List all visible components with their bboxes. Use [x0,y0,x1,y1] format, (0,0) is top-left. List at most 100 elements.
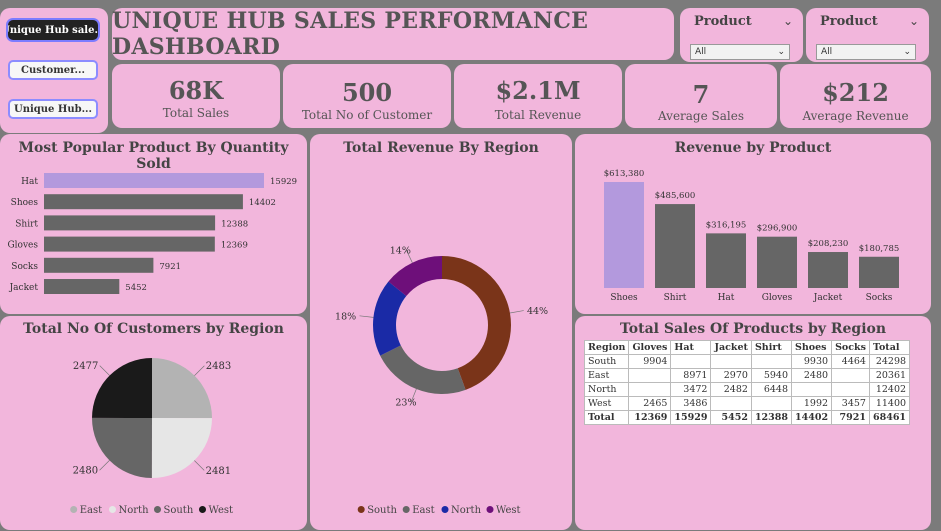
slice-label: 23% [395,398,416,409]
column-header[interactable]: Total [868,340,911,355]
table-cell: 68461 [868,410,911,425]
chart-title: Total Revenue By Region [343,140,539,156]
table-cell: North [583,382,630,397]
table-cell [628,382,672,397]
kpi-label: Total Revenue [494,108,582,122]
pie-slice-south [92,417,152,478]
donut-slice-north [373,281,407,356]
table-cell: 3472 [670,382,712,397]
bar-socks [44,257,154,273]
table-cell: 5940 [750,368,793,383]
column-header[interactable]: Region [583,340,630,355]
bar-shirt [655,204,695,288]
data-label: $296,900 [757,224,798,234]
table-cell: 7921 [831,410,870,425]
column-header[interactable]: Shirt [750,340,793,355]
column-header[interactable]: Gloves [628,340,672,355]
slice-label: 2477 [73,361,98,372]
table-cell [710,396,752,411]
slice-label: 44% [527,306,548,317]
customers-by-region-card: Total No Of Customers by Region 2483 2481… [0,316,307,530]
table-cell: 2465 [628,396,672,411]
dashboard-title-card: UNIQUE HUB SALES PERFORMANCE DASHBOARD [112,8,674,60]
table-cell: 12369 [628,410,672,425]
table-cell: South [583,354,630,369]
table-cell: 24298 [868,354,911,369]
legend-marker [154,506,161,513]
bar-shoes [44,194,243,210]
column-header[interactable]: Hat [670,340,712,355]
data-label: $208,230 [808,239,849,249]
table-cell: 6448 [750,382,793,397]
bar-shirt [44,215,216,231]
customers-pie-chart: 2483 2481 2480 2477 East North South West [70,358,233,516]
table-cell [750,354,793,369]
table-cell: Total [583,410,630,425]
data-label: 5452 [125,283,147,293]
leader-line [406,249,413,263]
legend-label: East [412,505,434,516]
kpi-label: Average Sales [657,109,745,123]
sales-matrix-table[interactable]: Region Gloves Hat Jacket Shirt Shoes Socks Tota… [583,340,911,425]
slicer-dropdown[interactable]: All ⌄ [690,44,790,60]
revenue-by-product-card: Revenue by Product $613,380 Shoes $485,600… [575,134,931,314]
product-slicer-1[interactable]: Product ⌄ All ⌄ [680,8,803,62]
kpi-total-revenue: $2.1M Total Revenue [454,64,622,128]
leader-line [359,315,374,318]
leader-line [99,365,110,376]
table-cell: 15929 [670,410,712,425]
leader-line [509,310,524,314]
table-cell: 2480 [790,368,833,383]
table-cell: 3457 [831,396,870,411]
table-cell [750,396,793,411]
table-cell: East [583,368,630,383]
kpi-total-customers: 500 Total No of Customer [283,64,451,128]
data-label: $316,195 [706,220,747,230]
table-cell: 20361 [868,368,911,383]
bar-jacket [44,279,120,294]
donut-slice-east [380,345,466,394]
table-cell: West [583,396,630,411]
slice-label: 18% [335,311,356,322]
kpi-value: 7 [692,80,710,109]
product-slicer-2[interactable]: Product ⌄ All ⌄ [806,8,929,62]
dropdown-arrow-icon: ⌄ [777,47,785,57]
legend: South East North West [357,505,521,516]
chart-title: Most Popular Product By Quantity Sold [18,140,289,172]
table-cell: 12402 [868,382,911,397]
slicer-dropdown[interactable]: All ⌄ [816,44,916,60]
bar-socks [859,256,899,288]
table-cell: 8971 [670,368,712,383]
sales-matrix-container: Region Gloves Hat Jacket Shirt Shoes Socks Tota… [583,340,911,425]
nav-button-unique-hub[interactable]: Unique Hub... [8,99,98,119]
slice-label: 2483 [206,361,231,372]
legend-marker [402,506,410,513]
data-label: $180,785 [859,244,900,254]
nav-button-sales[interactable]: Unique Hub sale... [8,20,98,40]
bar-shoes [604,182,644,288]
table-cell [710,354,752,369]
kpi-average-revenue: $212 Average Revenue [780,64,931,128]
category-label: Jacket [813,293,843,303]
sales-by-region-card: Total Sales Of Products by Region Region… [575,316,931,530]
chart-title: Revenue by Product [674,140,832,156]
chevron-down-icon[interactable]: ⌄ [908,14,919,28]
table-cell [670,354,712,369]
column-header[interactable]: Jacket [710,340,752,355]
category-label: Socks [866,293,893,303]
chevron-down-icon[interactable]: ⌄ [782,14,793,28]
chart-title: Total No Of Customers by Region [23,321,284,337]
table-cell: 9904 [628,354,672,369]
nav-button-customer[interactable]: Customer... [8,60,98,80]
bar-gloves [44,236,215,252]
legend-marker [199,506,206,513]
table-cell: 3486 [670,396,712,411]
legend-label: South [367,505,397,516]
column-header[interactable]: Socks [831,340,870,355]
table-cell: 9930 [790,354,833,369]
slice-label: 14% [390,246,411,257]
slicer-label: Product [694,14,752,29]
legend-marker [357,506,365,513]
slicer-label: Product [820,14,878,29]
column-header[interactable]: Shoes [790,340,833,355]
